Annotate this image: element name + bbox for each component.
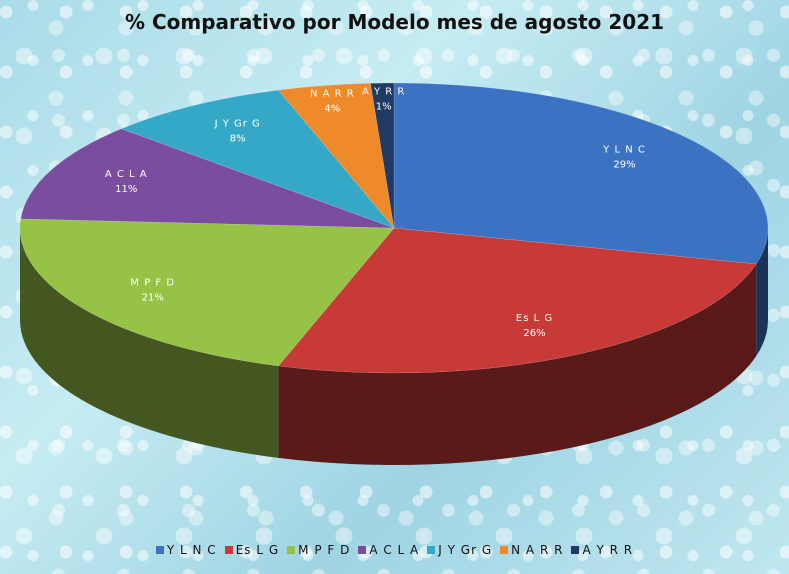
pie-slice-a-c-l-a — [20, 128, 395, 229]
pie-slice-j-y-gr-g — [120, 89, 395, 229]
data-label-value-es-l-g: 26% — [523, 328, 545, 339]
data-label-name-n-a-r-r: N A R R — [310, 89, 355, 100]
legend-label-es-l-g: Es L G — [235, 543, 280, 557]
legend-label-a-y-r-r: A Y R R — [582, 543, 634, 557]
data-label-value-n-a-r-r: 4% — [324, 104, 340, 115]
legend-swatch-y-l-n-c — [155, 546, 164, 554]
data-label-name-m-p-f-d: M P F D — [130, 278, 175, 289]
legend-label-y-l-n-c: Y L N C — [166, 543, 217, 557]
pie-slice-a-y-r-r — [370, 82, 395, 229]
legend-item-m-p-f-d: M P F D — [287, 543, 350, 557]
pie-slice-es-l-g — [277, 227, 757, 374]
legend-swatch-es-l-g — [224, 546, 233, 554]
legend-swatch-a-c-l-a — [358, 546, 367, 554]
legend-swatch-j-y-gr-g — [427, 546, 436, 554]
data-label-value-a-c-l-a: 11% — [115, 184, 137, 195]
data-label-value-j-y-gr-g: 8% — [230, 134, 246, 145]
data-label-value-y-l-n-c: 29% — [613, 160, 635, 171]
pie-side-y-l-n-c — [756, 228, 768, 357]
pie-side-m-p-f-d — [19, 228, 279, 458]
chart-title: % Comparativo por Modelo mes de agosto 2… — [124, 10, 665, 34]
data-label-name-j-y-gr-g: J Y Gr G — [214, 119, 261, 130]
legend-item-es-l-g: Es L G — [224, 543, 280, 557]
data-label-value-m-p-f-d: 21% — [142, 293, 164, 304]
legend-swatch-n-a-r-r — [500, 546, 509, 554]
pie-slice-n-a-r-r — [277, 83, 395, 229]
legend-swatch-a-y-r-r — [571, 546, 580, 554]
legend-item-y-l-n-c: Y L N C — [155, 543, 217, 557]
legend-label-n-a-r-r: N A R R — [511, 543, 564, 557]
data-label-name-a-c-l-a: A C L A — [105, 169, 148, 180]
legend-item-a-c-l-a: A C L A — [358, 543, 419, 557]
data-label-name-y-l-n-c: Y L N C — [602, 145, 646, 156]
data-label-name-es-l-g: Es L G — [516, 313, 553, 324]
legend-item-n-a-r-r: N A R R — [500, 543, 563, 557]
legend-item-a-y-r-r: A Y R R — [571, 543, 633, 557]
legend-label-j-y-gr-g: J Y Gr G — [438, 543, 493, 557]
pie-slice-y-l-n-c — [393, 82, 769, 265]
pie-slice-m-p-f-d — [19, 218, 395, 367]
data-label-name-a-y-r-r: A Y R R — [362, 86, 405, 97]
data-label-value-a-y-r-r: 1% — [376, 101, 392, 112]
chart-legend: Y L N C Es L G M P F D A C L A J Y Gr G N A R… — [0, 543, 789, 557]
legend-item-j-y-gr-g: J Y Gr G — [427, 543, 492, 557]
pie-side-es-l-g — [278, 264, 757, 465]
legend-swatch-m-p-f-d — [287, 546, 296, 554]
legend-label-a-c-l-a: A C L A — [369, 543, 420, 557]
legend-label-m-p-f-d: M P F D — [298, 543, 351, 557]
